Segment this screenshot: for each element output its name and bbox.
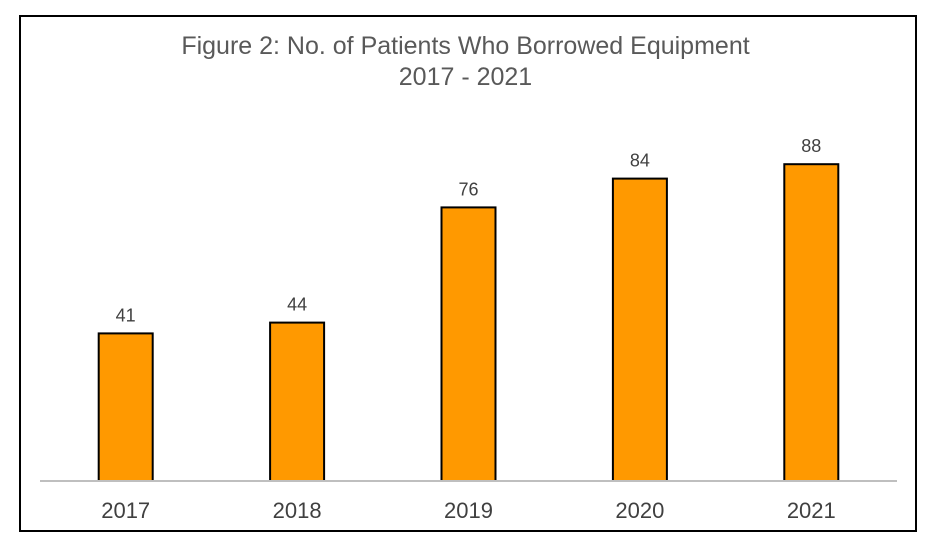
bar-2019 [440,206,497,482]
x-tick-label-2021: 2021 [787,498,836,523]
bar-2020 [611,177,668,482]
bar-2021 [783,163,840,482]
x-tick-label-2020: 2020 [615,498,664,523]
x-tick-label-2019: 2019 [444,498,493,523]
data-label-2020: 84 [630,151,650,171]
bar-2017 [97,332,154,482]
data-label-2019: 76 [458,179,478,199]
x-tick-label-2017: 2017 [101,498,150,523]
bar-2018 [269,321,326,482]
data-label-2021: 88 [801,136,821,156]
x-tick-label-2018: 2018 [273,498,322,523]
data-label-2018: 44 [287,295,307,315]
data-label-2017: 41 [116,305,136,325]
